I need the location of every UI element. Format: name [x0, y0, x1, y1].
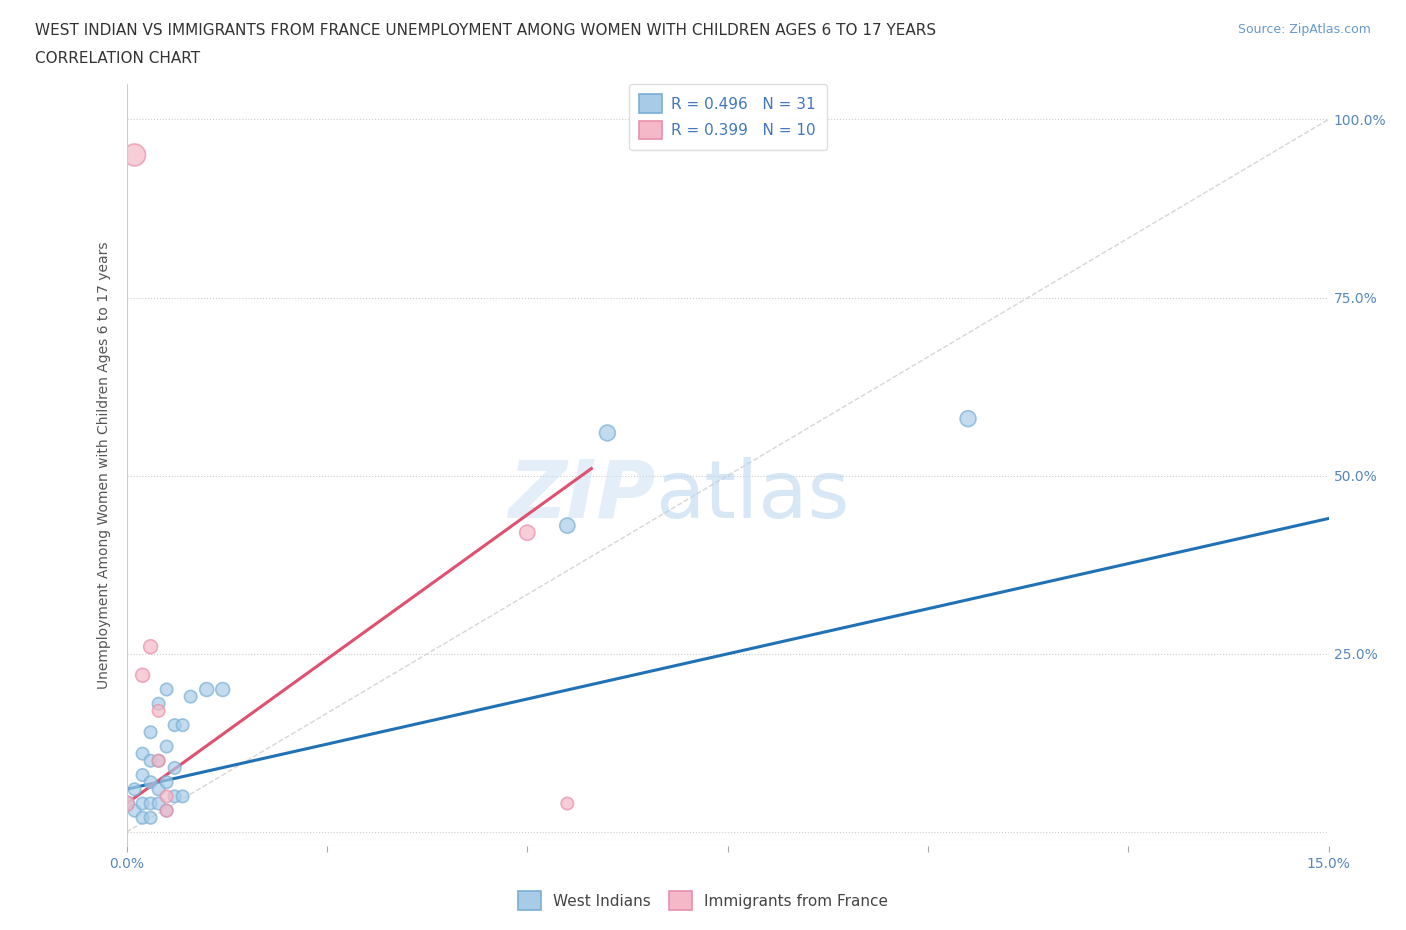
Point [139, 775, 162, 790]
Point [148, 703, 170, 718]
Point [155, 804, 177, 818]
Point [115, 796, 138, 811]
Point [172, 789, 194, 804]
Text: ZIP: ZIP [508, 457, 655, 535]
Point [596, 426, 619, 441]
Point [139, 810, 162, 825]
Point [163, 789, 186, 804]
Point [155, 789, 177, 804]
Point [124, 782, 146, 797]
Point [139, 796, 162, 811]
Point [155, 775, 177, 790]
Legend: R = 0.496   N = 31, R = 0.399   N = 10: R = 0.496 N = 31, R = 0.399 N = 10 [628, 84, 827, 150]
Point [172, 718, 194, 733]
Point [163, 761, 186, 776]
Point [131, 810, 153, 825]
Text: Source: ZipAtlas.com: Source: ZipAtlas.com [1237, 23, 1371, 36]
Point [180, 689, 202, 704]
Point [115, 796, 138, 811]
Point [211, 682, 233, 697]
Point [148, 782, 170, 797]
Point [148, 753, 170, 768]
Point [131, 668, 153, 683]
Point [557, 796, 579, 811]
Point [148, 796, 170, 811]
Point [155, 804, 177, 818]
Text: WEST INDIAN VS IMMIGRANTS FROM FRANCE UNEMPLOYMENT AMONG WOMEN WITH CHILDREN AGE: WEST INDIAN VS IMMIGRANTS FROM FRANCE UN… [35, 23, 936, 38]
Text: CORRELATION CHART: CORRELATION CHART [35, 51, 200, 66]
Point [195, 682, 218, 697]
Y-axis label: Unemployment Among Women with Children Ages 6 to 17 years: Unemployment Among Women with Children A… [97, 241, 111, 689]
Point [148, 697, 170, 711]
Point [155, 739, 177, 754]
Point [516, 525, 538, 540]
Point [139, 639, 162, 654]
Point [557, 518, 579, 533]
Point [148, 753, 170, 768]
Point [163, 718, 186, 733]
Text: atlas: atlas [655, 457, 849, 535]
Point [139, 724, 162, 739]
Legend: West Indians, Immigrants from France: West Indians, Immigrants from France [510, 884, 896, 918]
Point [139, 753, 162, 768]
Point [155, 682, 177, 697]
Point [131, 796, 153, 811]
Point [131, 746, 153, 761]
Point [956, 411, 979, 426]
Point [124, 804, 146, 818]
Point [124, 148, 146, 163]
Point [131, 767, 153, 782]
